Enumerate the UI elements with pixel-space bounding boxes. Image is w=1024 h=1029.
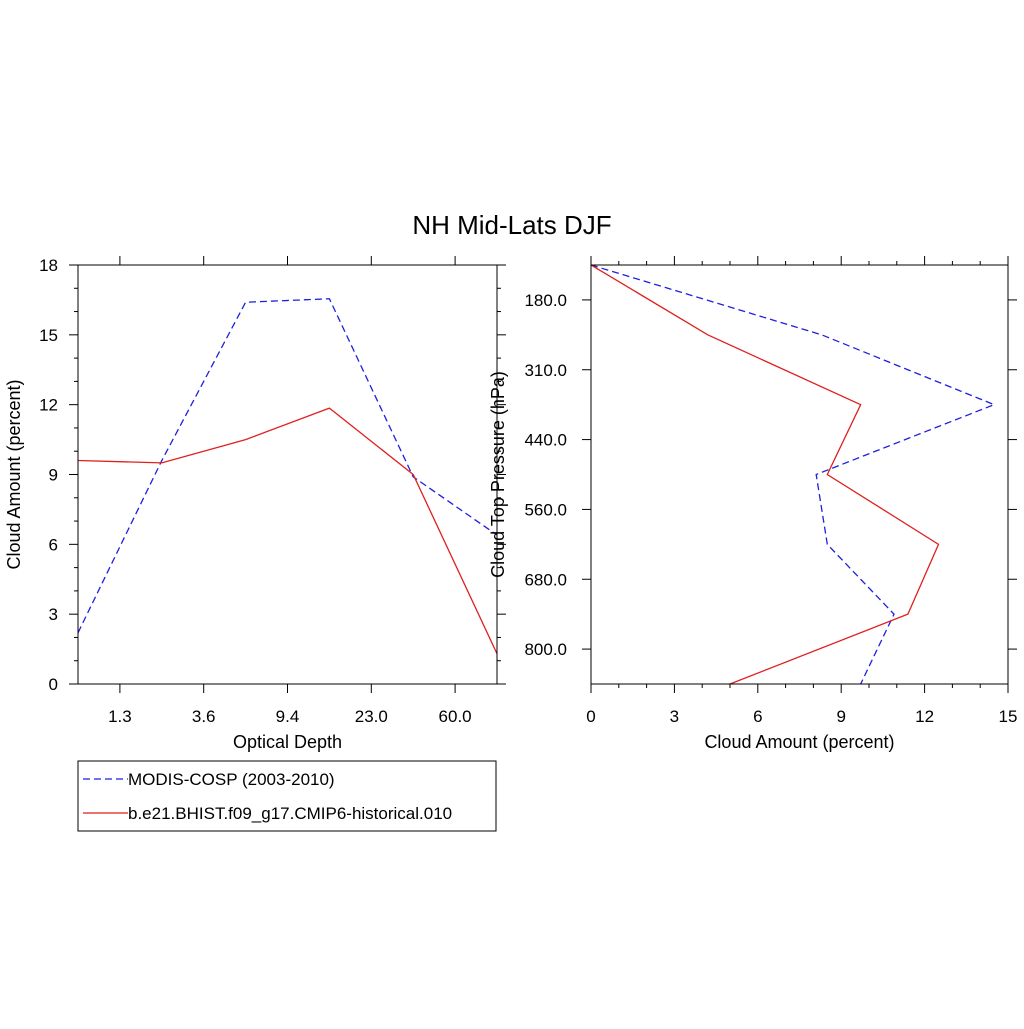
- left-y-axis-title: Cloud Amount (percent): [4, 379, 24, 569]
- legend: MODIS-COSP (2003-2010) b.e21.BHIST.f09_g…: [77, 760, 497, 832]
- left-xtick-label: 23.0: [355, 707, 388, 726]
- figure-title: NH Mid-Lats DJF: [412, 210, 611, 240]
- left-xtick-label: 3.6: [192, 707, 216, 726]
- left-plot-frame: [77, 264, 498, 685]
- left-xtick-label: 9.4: [276, 707, 300, 726]
- left-xtick-label: 1.3: [108, 707, 132, 726]
- left-ytick-label: 0: [49, 675, 58, 694]
- right-y-axis-title: Cloud Top Pressure (hPa): [488, 371, 508, 578]
- right-xtick-label: 12: [915, 707, 934, 726]
- right-xtick-label: 9: [836, 707, 845, 726]
- right-ytick-label: 560.0: [524, 500, 567, 519]
- right-x-axis-title: Cloud Amount (percent): [704, 732, 894, 752]
- legend-label-obs: MODIS-COSP (2003-2010): [128, 770, 335, 789]
- right-ytick-label: 310.0: [524, 361, 567, 380]
- left-ytick-label: 15: [39, 326, 58, 345]
- right-xtick-label: 0: [586, 707, 595, 726]
- left-xtick-label: 60.0: [439, 707, 472, 726]
- right-series-obs-line: [591, 265, 996, 684]
- left-x-axis-title: Optical Depth: [233, 732, 342, 752]
- left-series-obs-line: [78, 298, 497, 634]
- right-xtick-label: 3: [670, 707, 679, 726]
- right-series-model-line: [591, 265, 940, 684]
- right-xtick-label: 15: [999, 707, 1018, 726]
- right-xtick-label: 6: [753, 707, 762, 726]
- legend-label-model: b.e21.BHIST.f09_g17.CMIP6-historical.010: [128, 804, 452, 823]
- legend-box: [77, 760, 497, 832]
- pressure-panel: 180.0 310.0 440.0 560.0 680.0 800.0 0 3 6 9 12 15 Cl…: [488, 256, 1017, 752]
- optical-depth-panel: 0 3 6 9 12 15 18 1.3 3.6 9.4 23.0 60.0 Optical Depth…: [4, 256, 506, 752]
- right-plot-frame: [590, 264, 1009, 685]
- left-ytick-label: 9: [49, 466, 58, 485]
- left-ytick-label: 18: [39, 256, 58, 275]
- left-ytick-label: 6: [49, 535, 58, 554]
- left-series-model-line: [78, 407, 497, 655]
- right-ytick-label: 800.0: [524, 640, 567, 659]
- right-ytick-label: 680.0: [524, 570, 567, 589]
- left-ytick-label: 12: [39, 396, 58, 415]
- right-ytick-label: 440.0: [524, 431, 567, 450]
- right-ytick-label: 180.0: [524, 291, 567, 310]
- left-ytick-label: 3: [49, 605, 58, 624]
